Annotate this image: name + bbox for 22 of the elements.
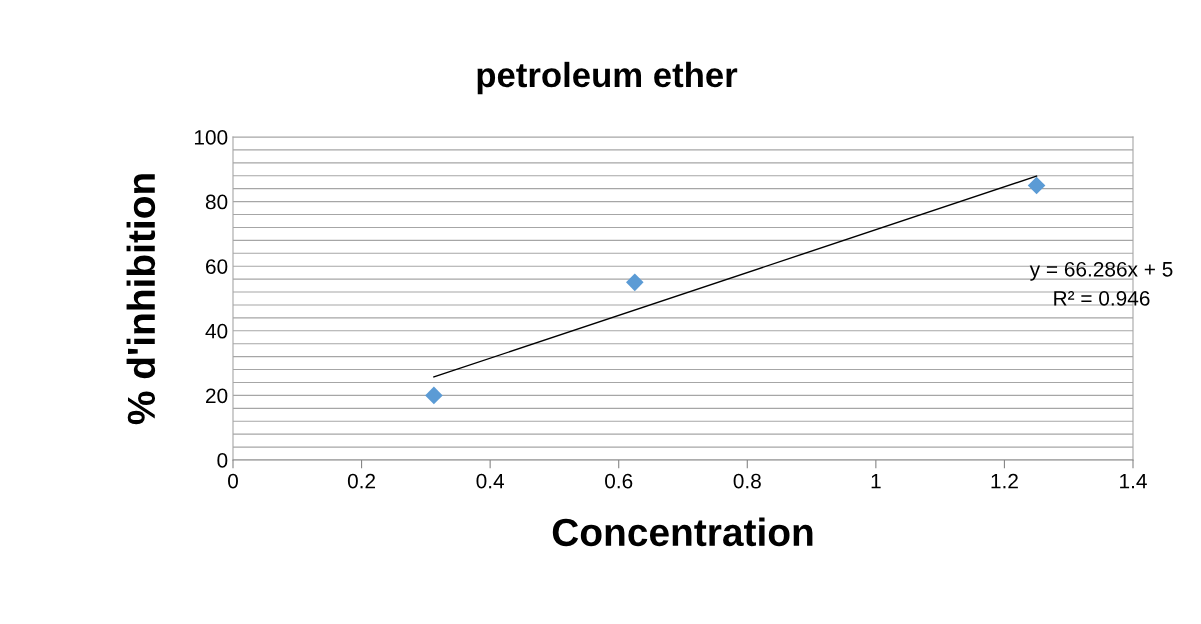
x-axis-title: Concentration bbox=[552, 517, 813, 547]
chart-title: petroleum ether bbox=[477, 61, 738, 95]
x-tick-label: 0.2 bbox=[347, 473, 376, 489]
point bbox=[1027, 176, 1046, 195]
x-tick-label: 0.8 bbox=[733, 473, 761, 489]
x-tick-label: 1.4 bbox=[1120, 473, 1147, 489]
y-axis-title: % d'inhibition bbox=[126, 174, 156, 425]
y-tick-label: 20 bbox=[206, 388, 228, 404]
x-tick-label: 0.6 bbox=[605, 473, 633, 489]
x-tick-label: 0 bbox=[228, 473, 238, 489]
y-tick-label: 0 bbox=[217, 453, 228, 468]
y-tick-label: 80 bbox=[205, 194, 228, 210]
point bbox=[626, 273, 644, 292]
annotation: R² = 0.946 bbox=[1054, 290, 1150, 306]
point bbox=[425, 386, 443, 405]
annotation: y = 66.286x + 5 bbox=[1029, 261, 1173, 281]
y-tick-label: 100 bbox=[194, 130, 228, 145]
x-tick-label: 1.2 bbox=[991, 473, 1018, 489]
y-tick-label: 40 bbox=[205, 323, 228, 339]
y-tick-label: 60 bbox=[206, 259, 228, 274]
x-tick-label: 1 bbox=[871, 473, 881, 489]
x-tick-label: 0.4 bbox=[476, 473, 505, 489]
